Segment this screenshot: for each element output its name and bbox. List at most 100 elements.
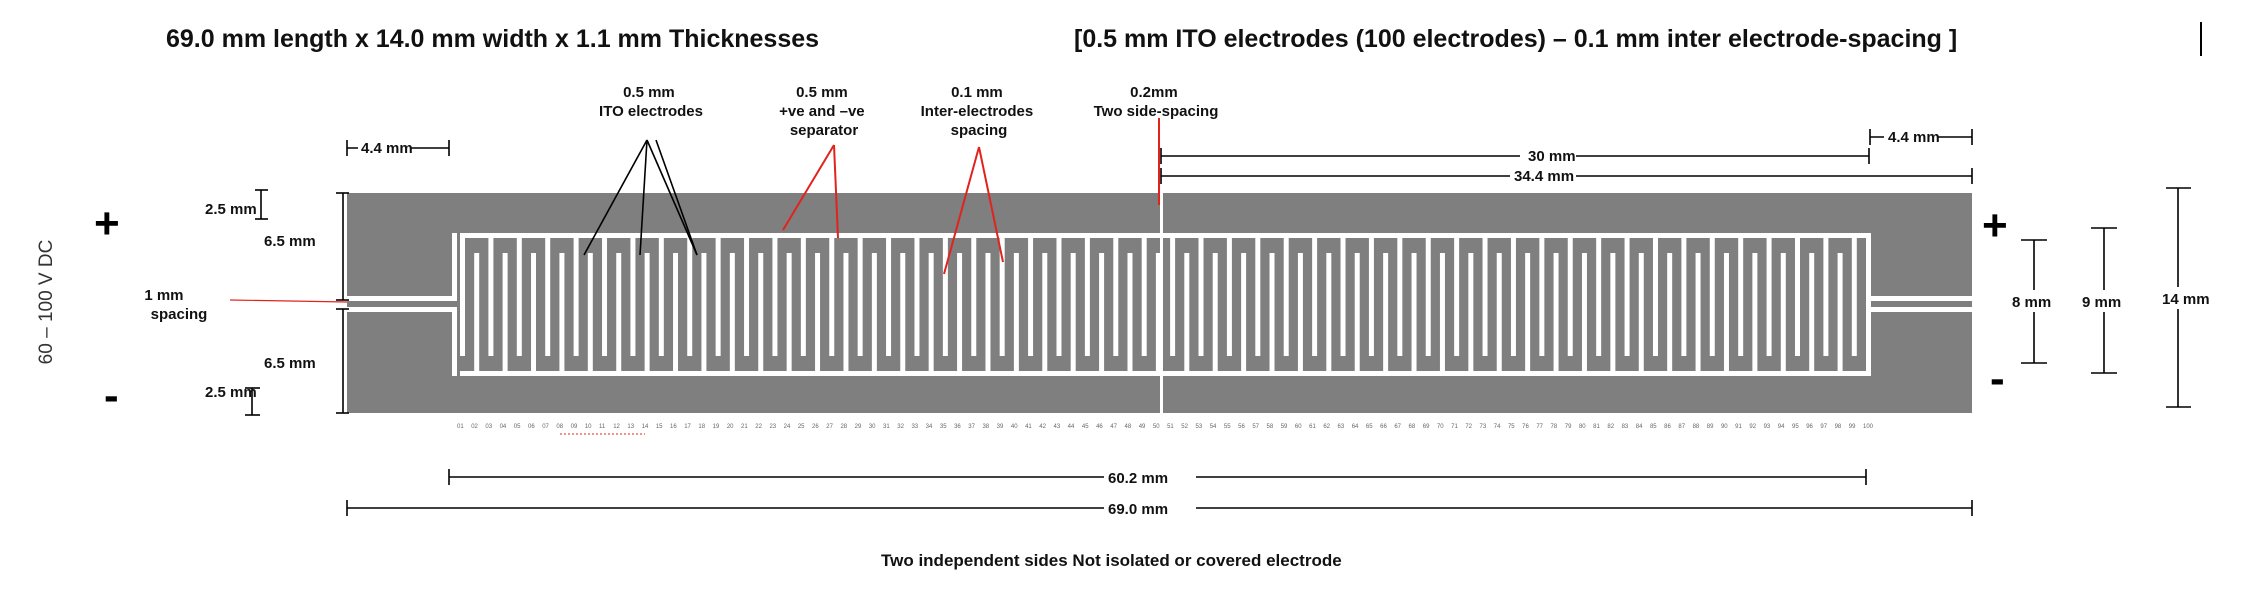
electrode-number: 59 <box>1281 424 1288 430</box>
dimension-60-2mm: 60.2 mm <box>448 466 1867 488</box>
electrode-number: 64 <box>1352 424 1359 430</box>
electrode-number: 63 <box>1338 424 1345 430</box>
electrode-number: 45 <box>1082 424 1089 430</box>
electrode-numbers: 01 02 03 04 05 06 07 08 09 10 11 12 13 14 15 16 17 18 19 20… <box>457 424 1874 430</box>
electrode-number: 74 <box>1494 424 1501 430</box>
right-minus-sign: - <box>1990 354 2005 403</box>
positive-electrode-finger <box>516 233 522 356</box>
electrode-number: 65 <box>1366 424 1373 430</box>
electrode-number: 44 <box>1068 424 1075 430</box>
negative-electrode-finger <box>957 253 963 376</box>
title-electrodes: [0.5 mm ITO electrodes (100 electrodes) … <box>1074 25 1957 53</box>
negative-electrode-finger <box>1837 253 1843 376</box>
electrode-number: 06 <box>528 424 535 430</box>
left-vertical-dimensions: 2.5 mm 6.5 mm 6.5 mm 2.5 mm <box>205 189 349 416</box>
electrode-number: 23 <box>769 424 776 430</box>
negative-electrode-finger <box>1439 253 1445 376</box>
electrode-number: 73 <box>1480 424 1487 430</box>
electrode-number: 28 <box>840 424 847 430</box>
left-feed-line <box>347 307 452 312</box>
positive-electrode-finger <box>687 233 693 356</box>
svg-text:60.2 mm: 60.2 mm <box>1108 470 1168 487</box>
negative-electrode-finger <box>1667 253 1673 376</box>
negative-electrode-finger <box>616 253 622 376</box>
gap-1mm-spacing-label: 1 mm spacing <box>144 287 348 323</box>
electrode-number: 84 <box>1636 424 1643 430</box>
electrode-number: 21 <box>741 424 748 430</box>
electrode-number: 32 <box>897 424 904 430</box>
electrode-number: 09 <box>571 424 578 430</box>
dimension-69mm: 69.0 mm <box>346 497 1973 519</box>
negative-electrode-finger <box>1752 253 1758 376</box>
positive-electrode-finger <box>1340 233 1346 356</box>
footer-note: Two independent sides Not isolated or co… <box>881 551 1342 570</box>
negative-electrode-finger <box>644 253 650 376</box>
left-4-4-dimension: 4.4 mm <box>346 138 450 157</box>
electrode-number: 29 <box>855 424 862 430</box>
electrode-number: 70 <box>1437 424 1444 430</box>
positive-electrode-finger <box>1851 233 1857 356</box>
positive-electrode-finger <box>1255 233 1261 356</box>
positive-electrode-finger <box>999 233 1005 356</box>
svg-text:2.5 mm: 2.5 mm <box>205 201 257 218</box>
negative-electrode-finger <box>1553 253 1559 376</box>
electrode-number: 11 <box>599 424 606 430</box>
dimension-34-4mm: 34.4 mm <box>1160 165 1973 185</box>
electrode-number: 62 <box>1323 424 1330 430</box>
voltage-label: 60 – 100 V DC <box>36 240 57 365</box>
electrode-number: 31 <box>883 424 890 430</box>
electrode-number: 88 <box>1693 424 1700 430</box>
positive-electrode-finger <box>1084 233 1090 356</box>
positive-electrode-finger <box>1056 233 1062 356</box>
positive-electrode-finger <box>1794 233 1800 356</box>
right-feed-line <box>1868 296 1972 301</box>
electrode-number: 61 <box>1309 424 1316 430</box>
electrode-number: 46 <box>1096 424 1103 430</box>
electrode-number: 17 <box>684 424 691 430</box>
negative-electrode-finger <box>985 253 991 376</box>
electrode-number: 05 <box>514 424 521 430</box>
negative-electrode-finger <box>1383 253 1389 376</box>
positive-electrode-finger <box>1283 233 1289 356</box>
positive-electrode-finger <box>1567 233 1573 356</box>
side-spacing-annotation: 0.2mm Two side-spacing <box>1094 84 1219 120</box>
negative-electrode-finger <box>843 253 849 376</box>
electrode-number: 51 <box>1167 424 1174 430</box>
electrode-number: 04 <box>500 424 507 430</box>
negative-electrode-finger <box>1581 253 1587 376</box>
positive-electrode-finger <box>658 233 664 356</box>
negative-electrode-finger <box>1610 253 1616 376</box>
negative-electrode-finger <box>701 253 707 376</box>
positive-electrode-finger <box>1425 233 1431 356</box>
negative-busbar <box>460 371 1871 376</box>
ito-pointer-lines <box>583 139 698 256</box>
left-minus-sign: - <box>104 371 119 420</box>
svg-text:6.5 mm: 6.5 mm <box>264 355 316 372</box>
positive-busbar <box>460 233 1871 238</box>
negative-electrode-finger <box>1326 253 1332 376</box>
svg-text:30 mm: 30 mm <box>1528 148 1576 165</box>
electrode-number: 13 <box>627 424 634 430</box>
svg-text:2.5 mm: 2.5 mm <box>205 384 257 401</box>
negative-electrode-finger <box>1780 253 1786 376</box>
negative-electrode-finger <box>1269 253 1275 376</box>
electrode-number: 08 <box>556 424 563 430</box>
positive-electrode-finger <box>1681 233 1687 356</box>
electrode-number: 38 <box>982 424 989 430</box>
positive-electrode-finger <box>1709 233 1715 356</box>
positive-electrode-finger <box>545 233 551 356</box>
negative-electrode-finger <box>1866 253 1871 376</box>
electrode-number: 71 <box>1451 424 1458 430</box>
positive-electrode-finger <box>1170 233 1176 356</box>
positive-electrode-finger <box>1312 233 1318 356</box>
positive-electrode-finger <box>829 233 835 356</box>
electrode-number: 69 <box>1423 424 1430 430</box>
electrode-number: 47 <box>1110 424 1117 430</box>
positive-electrode-finger <box>1397 233 1403 356</box>
electrode-number: 10 <box>585 424 592 430</box>
negative-electrode-finger <box>815 253 821 376</box>
negative-electrode-finger <box>871 253 877 376</box>
electrode-number: 91 <box>1735 424 1742 430</box>
positive-electrode-finger <box>715 233 721 356</box>
electrode-number: 41 <box>1025 424 1032 430</box>
